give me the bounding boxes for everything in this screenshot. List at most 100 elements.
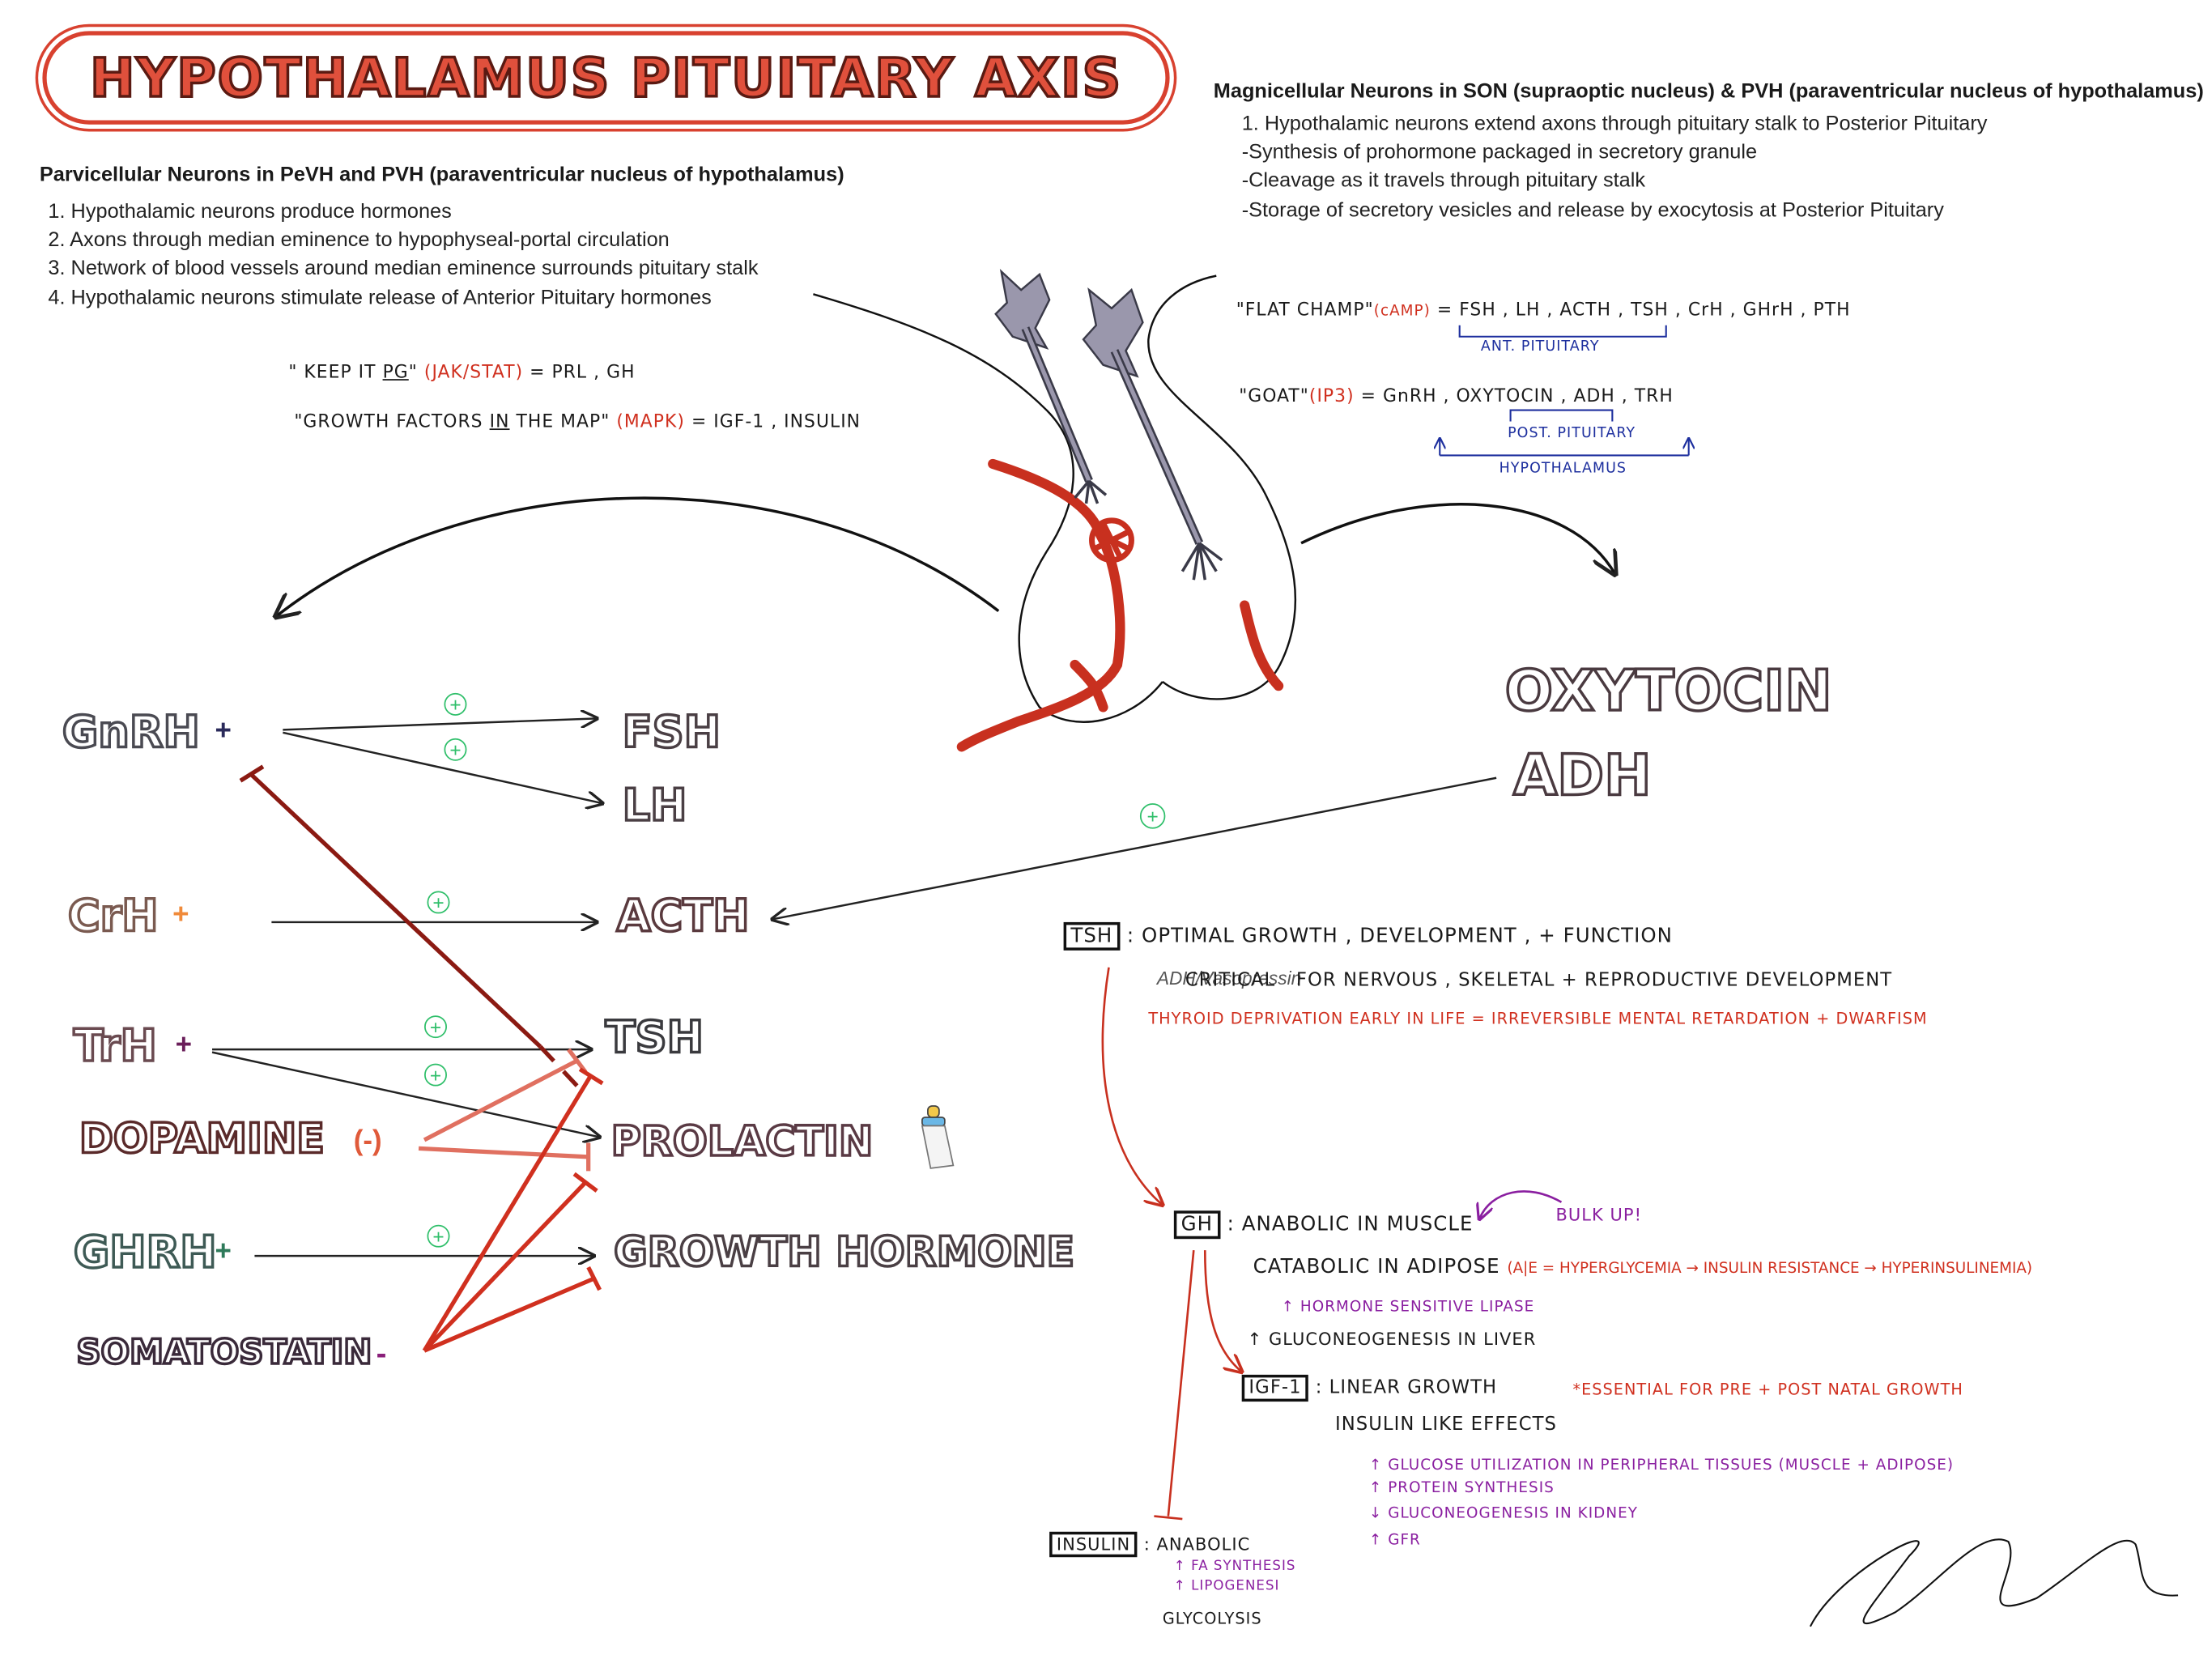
insulin-note-line2: GLYCOLYSIS — [1162, 1609, 1262, 1628]
mnemonic-pathway: (cAMP) — [1373, 302, 1431, 320]
magnocellular-heading: Magnicellular Neurons in SON (supraoptic… — [1213, 80, 2204, 104]
adh-label: ADH — [1512, 742, 1653, 810]
gh-note-text-red: (A|E = HYPERGLYCEMIA → INSULIN RESISTANC… — [1507, 1260, 2033, 1278]
mnemonic-pathway: (JAK/STAT) — [423, 360, 524, 382]
gh-note-text: CATABOLIC IN ADIPOSE — [1253, 1256, 1500, 1279]
igf-note-label: IGF-1 — [1241, 1374, 1309, 1402]
mnemonic-result: = PRL , GH — [530, 360, 636, 382]
list-item: 1. Hypothalamic neurons extend axons thr… — [1241, 113, 1988, 136]
gh-note-text: : ANABOLIC IN MUSCLE — [1227, 1213, 1474, 1236]
gh-note-line2: CATABOLIC IN ADIPOSE (A|E = HYPERGLYCEMI… — [1253, 1256, 2032, 1278]
portal-vessels — [956, 458, 1284, 752]
insulin-note-label: INSULIN — [1049, 1531, 1138, 1558]
crh-sign: + — [172, 899, 189, 931]
tsh-label: TSH — [604, 1011, 705, 1065]
list-item: 3. Network of blood vessels around media… — [48, 257, 759, 281]
mnemonic-result: = FSH , LH , ACTH , TSH — [1436, 298, 1669, 320]
tsh-note-line3: THYROID DEPRIVATION EARLY IN LIFE = IRRE… — [1148, 1010, 1928, 1028]
insulin-effect-2: ↑ LIPOGENESI — [1173, 1578, 1280, 1594]
stimulation-symbol: + — [427, 891, 450, 914]
list-item: -Synthesis of prohormone packaged in sec… — [1241, 142, 1758, 164]
mnemonic-text: "FLAT CHAMP" — [1236, 298, 1374, 320]
gh-note-line3: ↑ HORMONE SENSITIVE LIPASE — [1281, 1298, 1535, 1316]
mnemonic-text: " KEEP IT — [288, 360, 383, 382]
mnemonic-text: " — [408, 360, 418, 382]
igf-effect-1: ↑ GLUCOSE UTILIZATION IN PERIPHERAL TISS… — [1368, 1457, 1955, 1474]
mnemonic-flat-champ: "FLAT CHAMP"(cAMP) = FSH , LH , ACTH , T… — [1236, 299, 1851, 320]
portal-plexus — [1089, 517, 1134, 564]
gh-inhibits-insulin — [1154, 1250, 1195, 1521]
tsh-note-text: CRITICAL — [1185, 970, 1276, 992]
gh-note-line1: GH : ANABOLIC IN MUSCLE — [1173, 1210, 1474, 1240]
prolactin-label: PROLACTIN — [610, 1116, 874, 1167]
parvocellular-list: 1. Hypothalamic neurons produce hormones… — [48, 198, 758, 313]
ant-pituitary-bracket — [1458, 325, 1667, 338]
tsh-note-label: TSH — [1063, 921, 1121, 951]
igf-effect-3: ↓ GLUCONEOGENESIS IN KIDNEY — [1368, 1504, 1639, 1522]
page-title: HYPOTHALAMUS PITUITARY AXIS — [88, 45, 1123, 110]
hypothalamus-note: HYPOTHALAMUS — [1499, 461, 1627, 477]
mnemonic-goat: "GOAT"(IP3) = GnRH , OXYTOCIN , ADH , TR… — [1239, 385, 1674, 406]
insulin-effect-1: ↑ FA SYNTHESIS — [1173, 1558, 1296, 1575]
igf-note-line2: INSULIN LIKE EFFECTS — [1334, 1414, 1558, 1436]
mnemonic-pathway: (MAPK) — [616, 410, 685, 432]
trh-sign: + — [175, 1029, 193, 1061]
crh-label: CrH — [66, 890, 160, 943]
mnemonic-keyword: PG — [382, 360, 409, 382]
somatostatin-inhibition — [422, 1067, 604, 1353]
acth-label: ACTH — [615, 890, 751, 943]
mnemonic-result: , CrH , GHrH , PTH — [1674, 298, 1851, 320]
mnemonic-text: THE MAP" — [509, 410, 610, 432]
igf-effect-2: ↑ PROTEIN SYNTHESIS — [1368, 1479, 1555, 1497]
insulin-note-text: : ANABOLIC — [1143, 1534, 1251, 1555]
fsh-label: FSH — [621, 706, 722, 759]
dopamine-sign: (-) — [353, 1125, 382, 1157]
mnemonic-pathway: (IP3) — [1308, 385, 1355, 406]
oxytocin-label: OXYTOCIN — [1504, 657, 1834, 725]
adh-to-acth-arrow — [772, 776, 1497, 920]
somatostatin-sign: - — [376, 1334, 387, 1371]
bulk-up-note: BULK UP! — [1555, 1205, 1643, 1225]
mnemonic-keep-it-pg: " KEEP IT PG" (JAK/STAT) = PRL , GH — [288, 360, 635, 381]
neuron-left — [994, 268, 1108, 504]
tsh-note-line2: CRITICAL FOR NERVOUS , SKELETAL + REPROD… — [1185, 970, 1892, 991]
list-item: 2. Axons through median eminence to hypo… — [48, 229, 670, 253]
list-item: -Cleavage as it travels through pituitar… — [1241, 170, 1646, 194]
mnemonic-keyword: IN — [489, 410, 510, 432]
trh-label: TrH — [72, 1019, 159, 1073]
mnemonic-text: "GOAT" — [1239, 385, 1309, 406]
magnocellular-list: 1. Hypothalamic neurons extend axons thr… — [1242, 110, 1988, 224]
dopamine-inhibition — [418, 1048, 591, 1172]
ant-pituitary-note: ANT. PITUITARY — [1480, 339, 1600, 355]
stimulation-symbol: + — [424, 1063, 447, 1087]
ghrh-label: GHRH — [72, 1226, 218, 1279]
mnemonic-growth-factors: "GROWTH FACTORS IN THE MAP" (MAPK) = IGF… — [294, 410, 861, 432]
stimulation-symbol: + — [444, 692, 467, 716]
ghrh-sign: + — [215, 1236, 232, 1268]
growth-hormone-label: GROWTH HORMONE — [612, 1226, 1076, 1277]
stimulation-symbol: + — [424, 1015, 447, 1039]
stimulation-symbol: + — [427, 1224, 450, 1248]
tsh-note-line1: TSH : OPTIMAL GROWTH , DEVELOPMENT , + F… — [1063, 921, 1674, 951]
igf-note-text: : LINEAR GROWTH — [1315, 1377, 1498, 1399]
mnemonic-result: = IGF-1 , INSULIN — [691, 410, 861, 432]
stimulation-symbol: + — [1139, 803, 1166, 829]
gh-note-label: GH — [1173, 1210, 1220, 1240]
title-banner: HYPOTHALAMUS PITUITARY AXIS — [42, 31, 1170, 125]
gnrh-label: GnRH — [61, 706, 202, 759]
tsh-note-text: : OPTIMAL GROWTH , DEVELOPMENT , + FUNCT… — [1126, 925, 1674, 948]
gnrh-sign: + — [215, 715, 232, 747]
gnrh-inhibition — [239, 764, 585, 1094]
igf-effect-4: ↑ GFR — [1368, 1531, 1421, 1549]
stim-arrows — [211, 718, 602, 1256]
gh-to-igf-arrow — [1203, 1250, 1241, 1372]
list-item: -Storage of secretory vesicles and relea… — [1241, 198, 1944, 222]
signature — [1809, 1538, 2179, 1627]
igf-essential-note: *ESSENTIAL FOR PRE + POST NATAL GROWTH — [1572, 1380, 1963, 1399]
dopamine-label: DOPAMINE — [78, 1113, 326, 1164]
insulin-note-line1: INSULIN : ANABOLIC — [1049, 1531, 1251, 1558]
lh-label: LH — [621, 779, 688, 832]
stimulation-symbol: + — [444, 738, 467, 761]
